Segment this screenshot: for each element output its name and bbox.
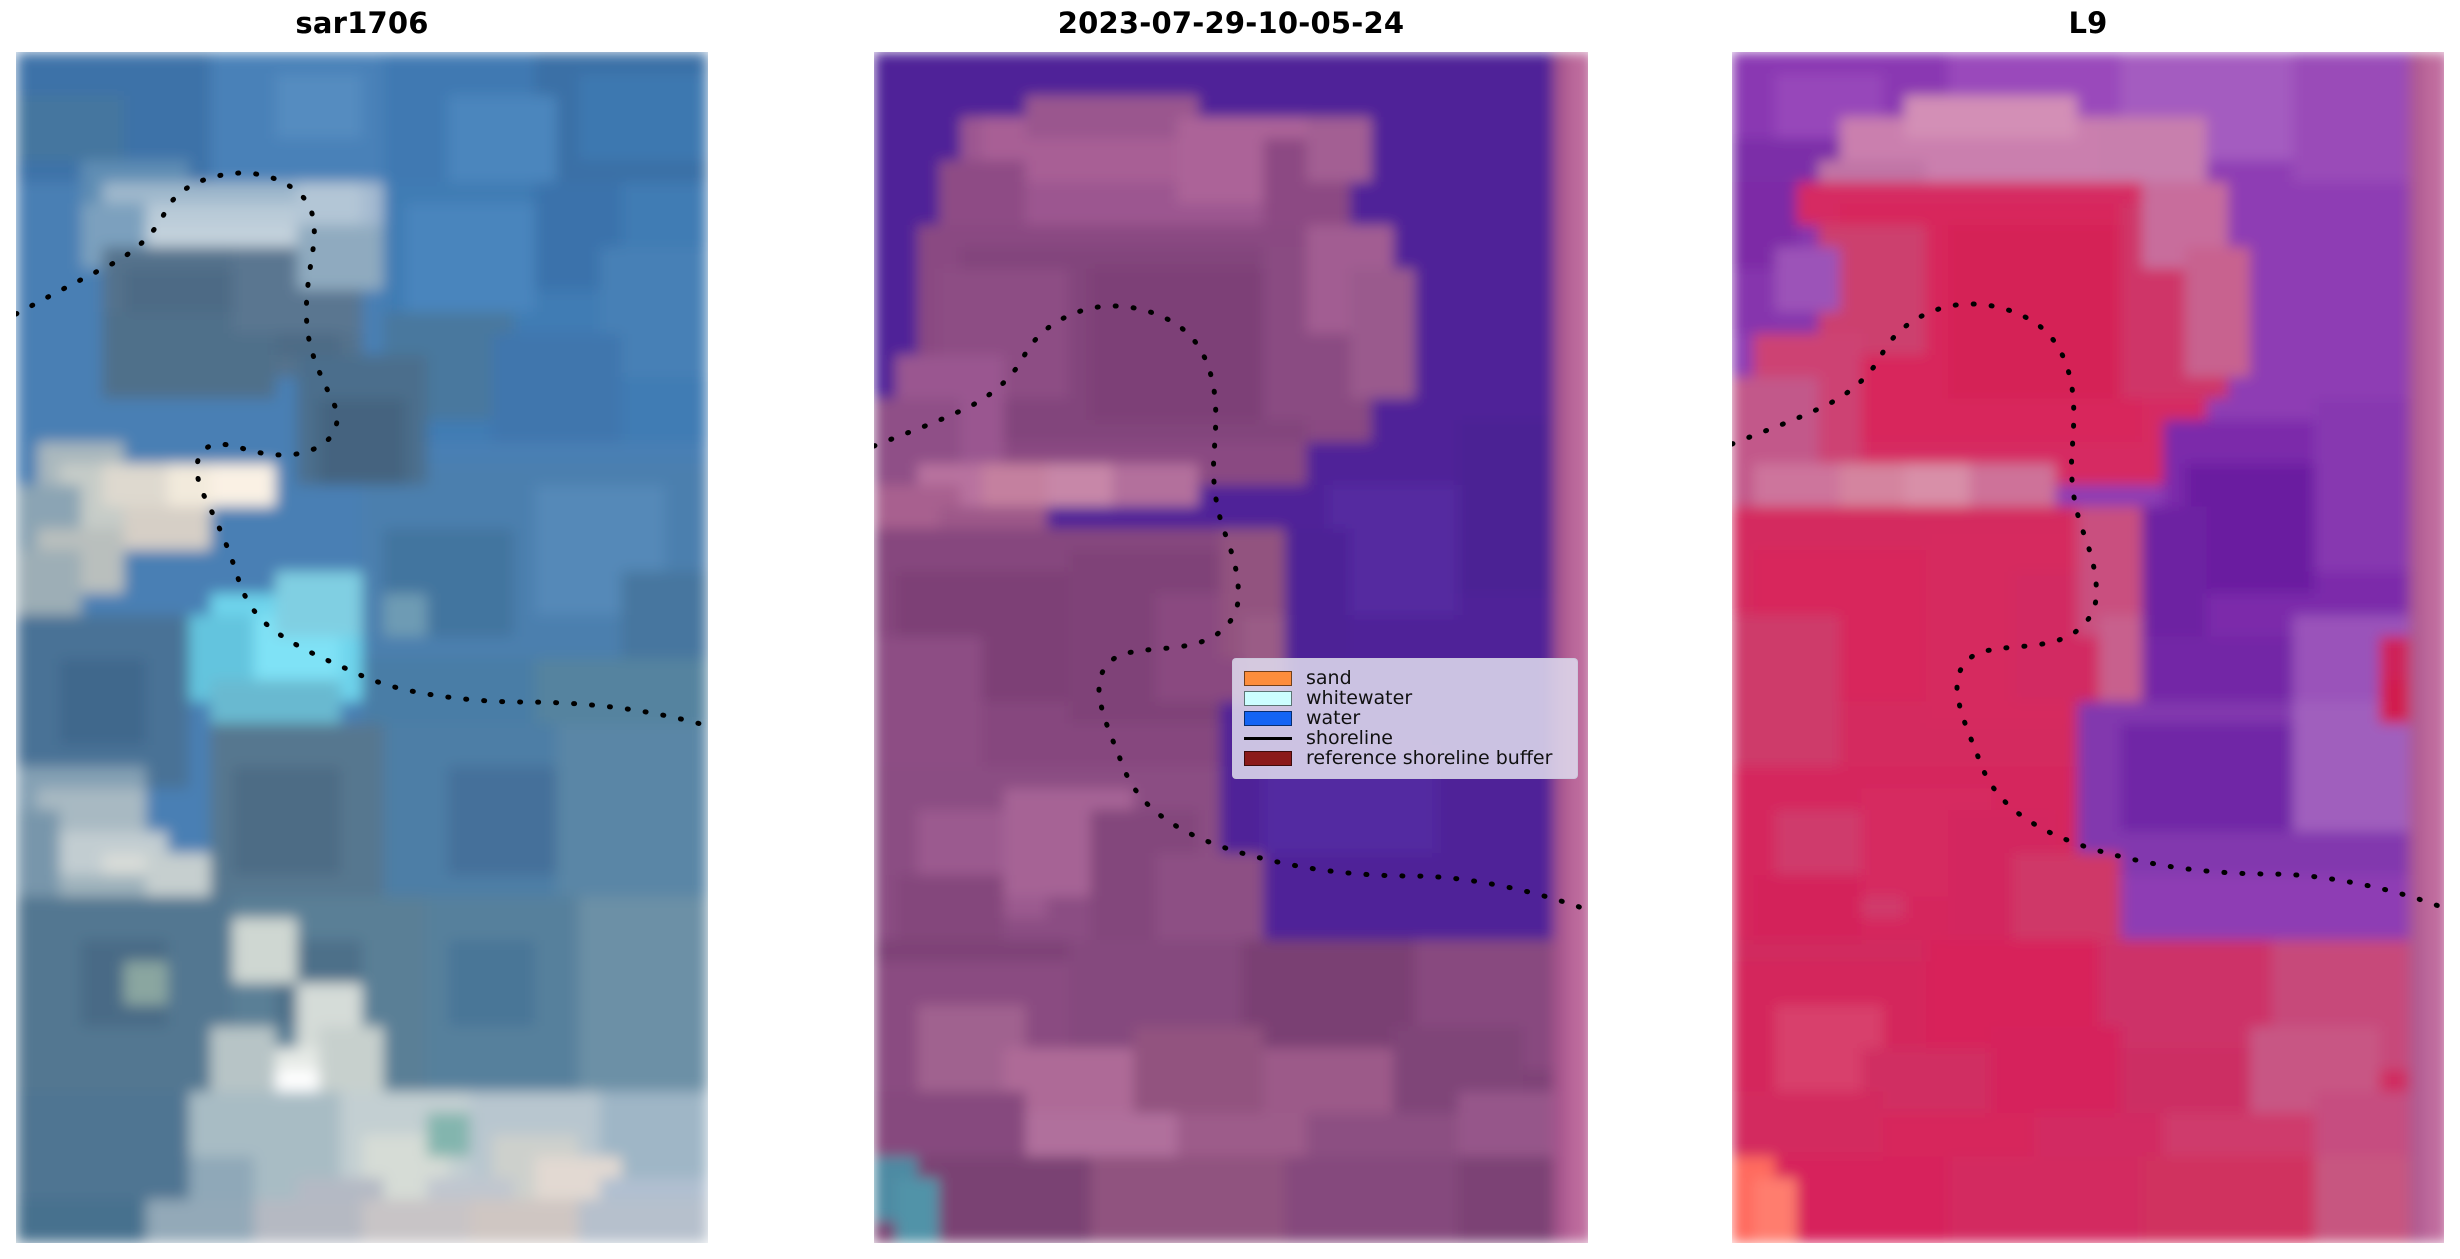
legend-box[interactable]: sand whitewater water shoreline referenc… bbox=[1232, 658, 1578, 779]
shoreline-line-icon bbox=[1244, 731, 1292, 746]
sar1706-raster bbox=[16, 52, 708, 1243]
legend-label-whitewater: whitewater bbox=[1306, 687, 1413, 709]
legend-label-water: water bbox=[1306, 707, 1361, 729]
legend-item-shoreline[interactable]: shoreline bbox=[1244, 729, 1567, 748]
reference-buffer-swatch-icon bbox=[1244, 751, 1292, 766]
classified-raster-2023 bbox=[874, 52, 1588, 1243]
legend-label-reference-shoreline-buffer: reference shoreline buffer bbox=[1306, 747, 1553, 769]
sand-swatch-icon bbox=[1244, 671, 1292, 686]
panel-2023-07-29-10-05-24[interactable] bbox=[874, 52, 1588, 1243]
legend-item-whitewater[interactable]: whitewater bbox=[1244, 689, 1567, 708]
legend-item-sand[interactable]: sand bbox=[1244, 669, 1567, 688]
panel-l9[interactable] bbox=[1732, 52, 2444, 1243]
panel-title-l9: L9 bbox=[2068, 6, 2108, 40]
legend-item-reference-shoreline-buffer[interactable]: reference shoreline buffer bbox=[1244, 749, 1567, 768]
water-swatch-icon bbox=[1244, 711, 1292, 726]
panel-sar1706[interactable] bbox=[16, 52, 708, 1243]
legend-label-shoreline: shoreline bbox=[1306, 727, 1393, 749]
panel-title-sar1706: sar1706 bbox=[295, 6, 429, 40]
legend-item-water[interactable]: water bbox=[1244, 709, 1567, 728]
classified-raster-l9 bbox=[1732, 52, 2444, 1243]
whitewater-swatch-icon bbox=[1244, 691, 1292, 706]
legend-label-sand: sand bbox=[1306, 667, 1352, 689]
panel-title-2023-07-29-10-05-24: 2023-07-29-10-05-24 bbox=[1057, 6, 1405, 40]
